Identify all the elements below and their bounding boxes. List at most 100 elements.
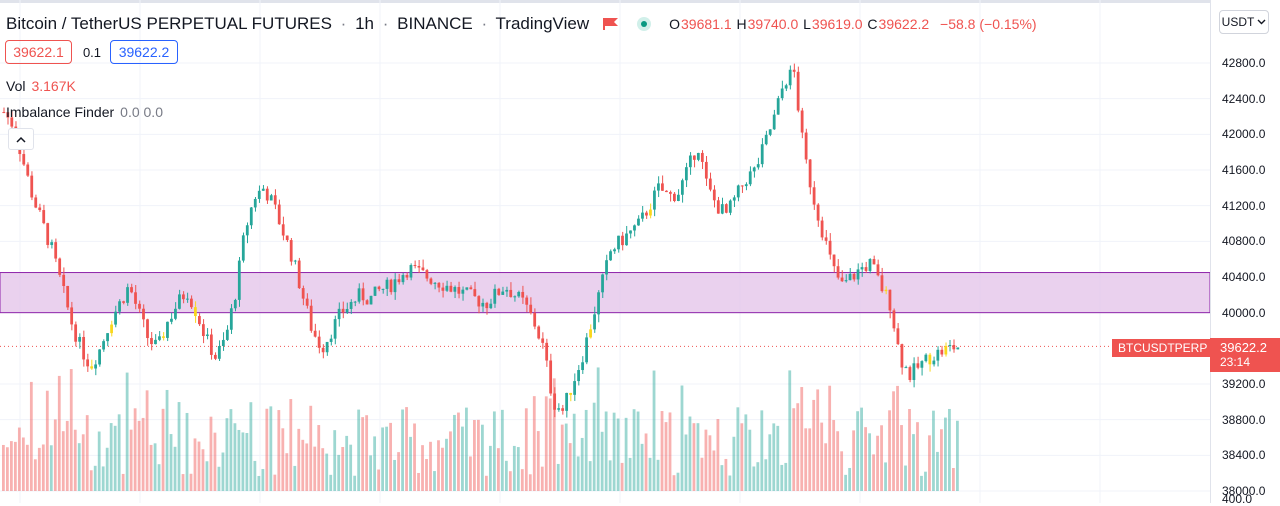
volume-bar — [117, 414, 121, 491]
candle-body — [213, 354, 217, 359]
volume-bar — [524, 408, 528, 491]
candle-body — [46, 223, 50, 245]
volume-bar — [628, 457, 632, 491]
volume-bar — [640, 443, 644, 491]
candle-body — [485, 302, 489, 309]
volume-bar — [700, 457, 704, 491]
volume-bar — [824, 443, 828, 491]
candle-body — [613, 249, 616, 252]
volume-bar — [672, 475, 676, 491]
volume-bar — [317, 425, 321, 491]
imbalance-finder-label: Imbalance Finder — [6, 104, 115, 120]
collapse-legend-button[interactable] — [8, 128, 34, 150]
volume-bar — [161, 408, 165, 491]
volume-bar — [245, 433, 249, 491]
candle-body — [684, 167, 688, 181]
candle-body — [577, 370, 580, 382]
candle-body — [860, 267, 864, 270]
candle-body — [325, 341, 329, 353]
candle-body — [357, 288, 361, 302]
imbalance-finder-legend[interactable]: Imbalance Finder 0.0 0.0 — [6, 104, 163, 120]
volume-bar — [13, 441, 17, 491]
candle-body — [545, 342, 549, 361]
volume-bar — [225, 418, 229, 491]
candle-body — [549, 360, 553, 394]
volume-bar — [45, 390, 49, 491]
volume-bar — [796, 403, 800, 491]
volume-bar — [345, 435, 349, 491]
price-tick: 40800.0 — [1222, 234, 1266, 249]
chart-plot-area[interactable] — [0, 0, 1210, 503]
candle-body — [916, 363, 920, 368]
volume-bar — [185, 412, 189, 491]
volume-bar — [792, 408, 796, 491]
candle-body — [724, 204, 728, 213]
separator-dot: · — [382, 14, 389, 33]
volume-bar — [764, 459, 768, 491]
volume-bar — [309, 405, 313, 491]
volume-bar — [465, 407, 468, 491]
candle-body — [66, 286, 70, 308]
candle-body — [517, 291, 521, 297]
candle-body — [465, 287, 469, 290]
candle-body — [82, 336, 86, 360]
price-axis[interactable] — [1210, 0, 1280, 503]
candle-body — [30, 175, 34, 198]
volume-bar — [437, 440, 440, 491]
price-tick: 39200.0 — [1222, 377, 1266, 391]
candle-body — [872, 259, 876, 265]
open-label: O — [669, 16, 680, 32]
volume-bar — [904, 465, 907, 491]
volume-bars — [2, 367, 959, 491]
candle-body — [401, 275, 405, 283]
volume-legend[interactable]: Vol 3.167K — [6, 78, 76, 94]
candle-body — [932, 360, 936, 365]
candle-body — [369, 295, 373, 305]
candle-body — [269, 195, 273, 201]
symbol-title[interactable]: Bitcoin / TetherUS PERPETUAL FUTURES · 1… — [6, 14, 589, 34]
volume-bar — [297, 428, 301, 491]
candle-body — [245, 225, 249, 236]
candle-body — [154, 339, 157, 345]
volume-bar — [365, 415, 369, 491]
sell-price-button[interactable]: 39622.1 — [5, 40, 72, 64]
volume-bar — [816, 389, 820, 491]
candle-body — [421, 267, 425, 271]
candle-body — [102, 341, 105, 350]
candle-body — [50, 242, 54, 245]
volume-bar — [269, 406, 273, 491]
candle-body — [772, 114, 776, 130]
volume-bar — [812, 399, 816, 491]
exchange-label: BINANCE — [397, 14, 473, 33]
volume-bar — [920, 475, 923, 491]
open-value: 39681.1 — [681, 16, 732, 32]
flag-icon[interactable] — [603, 18, 619, 30]
candle-body — [621, 235, 624, 246]
candle-body — [812, 187, 816, 205]
candle-body — [888, 289, 892, 311]
last-price-label: 39622.2 23:14 — [1210, 338, 1280, 372]
close-value: 39622.2 — [878, 16, 930, 32]
candle-body — [836, 266, 840, 278]
volume-bar — [353, 475, 357, 491]
low-label: L — [803, 16, 811, 32]
candle-body — [26, 164, 30, 176]
volume-bar — [740, 423, 744, 491]
candle-body — [796, 71, 800, 111]
volume-bar — [237, 429, 241, 491]
candle-body — [808, 159, 812, 188]
volume-bar — [149, 444, 153, 491]
volume-bar — [305, 443, 309, 491]
volume-bar — [453, 414, 456, 491]
volume-bar — [425, 459, 428, 491]
symbol-price-label: BTCUSDTPERP — [1112, 339, 1214, 357]
buy-price-button[interactable]: 39622.2 — [110, 40, 178, 64]
currency-select[interactable]: USDT — [1219, 10, 1269, 34]
volume-bar — [477, 419, 480, 491]
candle-body — [820, 220, 824, 238]
candle-body — [146, 319, 149, 339]
candle-body — [301, 288, 305, 299]
candle-body — [669, 192, 672, 194]
volume-bar — [576, 456, 580, 491]
candle-body — [900, 344, 904, 368]
